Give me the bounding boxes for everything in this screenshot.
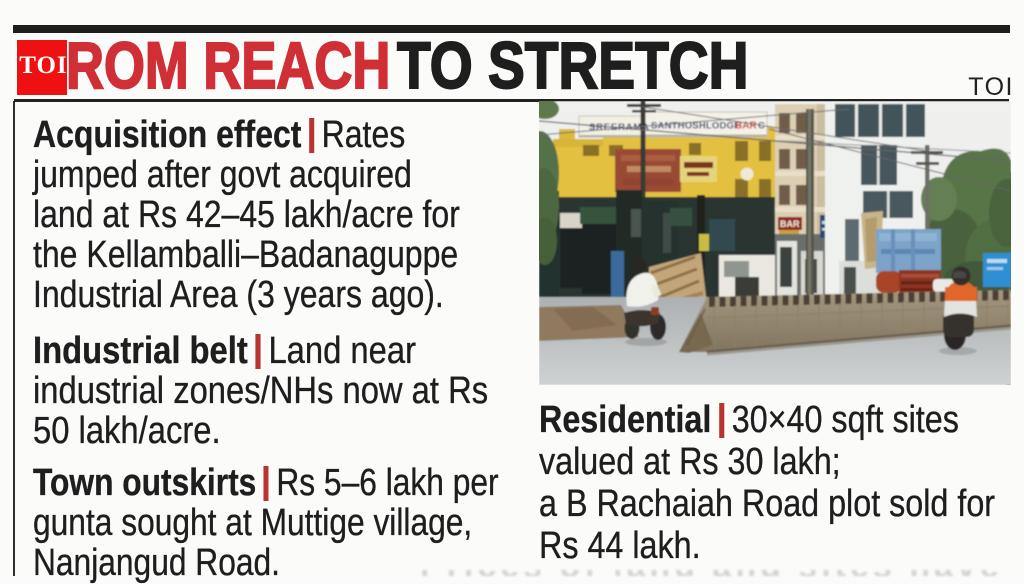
svg-text:BAR: BAR — [780, 219, 800, 229]
svg-text:SANTHOSHLODGE: SANTHOSHLODGE — [651, 121, 741, 132]
svg-text:BAR: BAR — [735, 121, 757, 132]
svg-text:C: C — [758, 121, 765, 132]
